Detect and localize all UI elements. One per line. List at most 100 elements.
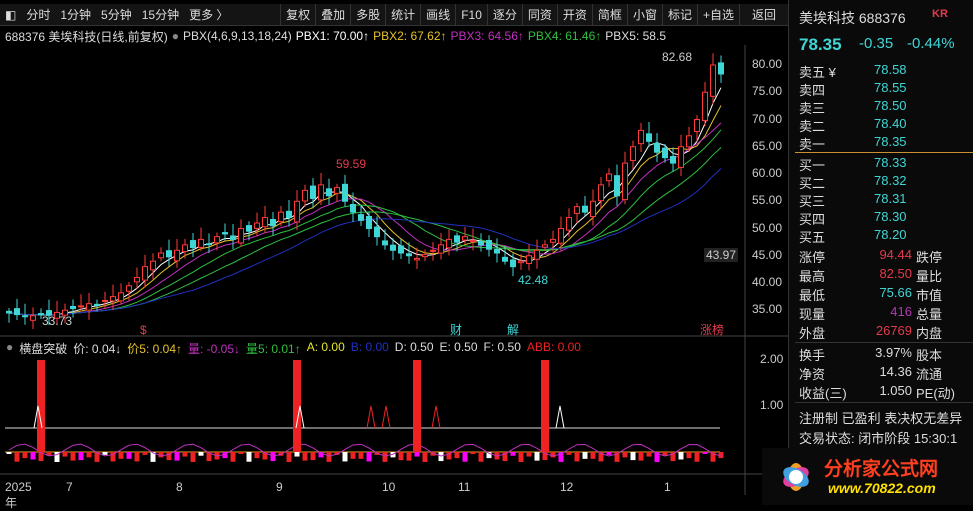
toolbar: ◧ 分时 1分钟 5分钟 15分钟 更多 〉 复权 叠加 多股 统计 画线 F1… (0, 3, 788, 26)
ind-spike (413, 360, 421, 452)
ind-bar (310, 452, 316, 461)
ind-bar (238, 452, 244, 455)
ind-y-tick: 2.00 (760, 352, 784, 366)
pbx4-value: PBX4: 61.46↑ (527, 29, 602, 43)
stat-row: 最高 82.50 量比 (799, 266, 973, 284)
stat-label-2: 跌停 (916, 250, 943, 265)
stat-row: 涨停 94.44 跌停 (799, 247, 973, 265)
ind-bar (518, 452, 524, 462)
period-more[interactable]: 更多 〉 (189, 8, 229, 22)
candle (206, 233, 212, 254)
ind-bar (478, 452, 484, 462)
event-marker[interactable]: $ (140, 323, 147, 337)
btn-fuquan[interactable]: 复权 (280, 3, 315, 26)
candle (694, 115, 700, 142)
ind-bar (110, 452, 116, 462)
event-marker[interactable]: 财 (450, 323, 462, 337)
candle (190, 233, 196, 258)
candle (342, 174, 348, 207)
btn-biaoji[interactable]: 标记 (661, 3, 697, 26)
ind-bar (686, 452, 692, 459)
candle (438, 232, 444, 260)
ind-bar (14, 452, 20, 462)
bid-price: 78.31 (874, 191, 907, 206)
candle (702, 81, 708, 127)
period-fenshi[interactable]: 分时 (26, 8, 51, 22)
btn-tongji[interactable]: 统计 (385, 3, 420, 26)
indicator-name[interactable]: PBX(4,6,9,13,18,24) (182, 29, 292, 43)
candle (502, 245, 508, 265)
candle (710, 53, 716, 105)
trade-status: 交易状态: 闭市阶段 15:30:1 (799, 431, 958, 446)
ind-b: B: 0.00 (350, 340, 389, 354)
indicator-toggle-icon[interactable]: ● (171, 29, 179, 43)
kline-chart[interactable]: 59.59 42.48 82.68 33.73 $ 财 解 涨榜 (0, 45, 788, 495)
indicator-title[interactable]: 横盘突破 (19, 342, 68, 356)
ind-bar (78, 452, 84, 461)
stat-value: 1.050 (879, 383, 912, 398)
stat-label: 净资 (799, 367, 826, 382)
candle (510, 253, 516, 277)
bid-price: 78.30 (874, 209, 907, 224)
ind-bar (350, 452, 356, 459)
y-tick: 70.00 (752, 111, 783, 126)
candle (406, 242, 412, 264)
btn-f10[interactable]: F10 (455, 3, 487, 26)
candle (670, 147, 676, 172)
btn-back[interactable]: 返回 (738, 3, 788, 26)
candle (662, 144, 668, 163)
annotation-low1: 42.48 (518, 273, 548, 287)
ind-bar (462, 452, 468, 462)
ind-bar (502, 452, 508, 462)
stat-row: 收益(三) 1.050 PE(动) (799, 383, 973, 401)
candle (558, 216, 564, 251)
ind-signal (431, 405, 441, 429)
event-marker[interactable]: 涨榜 (700, 322, 724, 337)
ask-label: 卖五 ¥ (799, 65, 836, 80)
ind-bar (630, 452, 636, 461)
ind-bar (166, 452, 172, 461)
btn-xiaochuang[interactable]: 小窗 (626, 3, 662, 26)
ind-e: E: 0.50 (439, 340, 478, 354)
ind-spike (293, 360, 301, 452)
period-5min[interactable]: 5分钟 (101, 8, 132, 22)
ind-bar (62, 452, 68, 457)
ind-bar (94, 452, 100, 462)
candle (54, 300, 60, 325)
btn-kaizi[interactable]: 开资 (556, 3, 592, 26)
candle (198, 227, 204, 251)
ind-bar (542, 452, 548, 461)
bid-price: 78.33 (874, 155, 907, 170)
ind-bar (534, 452, 540, 461)
ind-bar (86, 452, 92, 458)
panel-toggle-icon[interactable]: ◧ (5, 7, 17, 22)
candle (318, 173, 324, 205)
btn-duogu[interactable]: 多股 (350, 3, 385, 26)
candle (70, 299, 76, 318)
y-tick: 65.00 (752, 138, 783, 153)
btn-zhufen[interactable]: 逐分 (486, 3, 522, 26)
candle (22, 303, 28, 325)
indicator-toggle-icon[interactable]: ● (6, 340, 14, 354)
ind-line (8, 443, 722, 457)
candle (454, 232, 460, 252)
btn-jiankuang[interactable]: 简框 (591, 3, 627, 26)
stat-value: 416 (890, 304, 912, 319)
period-15min[interactable]: 15分钟 (141, 8, 180, 22)
ind-bar (486, 452, 492, 459)
btn-tongzi[interactable]: 同资 (521, 3, 557, 26)
x-tick: 9 (276, 480, 283, 494)
btn-add-watchlist[interactable]: +自选 (696, 3, 739, 26)
btn-huaxian[interactable]: 画线 (420, 3, 455, 26)
ma-line-13 (8, 129, 722, 316)
candle (630, 140, 636, 170)
ind-bar (118, 452, 124, 459)
candle (614, 164, 620, 206)
candle (62, 303, 68, 324)
candle (606, 168, 612, 187)
period-1min[interactable]: 1分钟 (60, 8, 92, 22)
btn-diejia[interactable]: 叠加 (315, 3, 350, 26)
event-marker[interactable]: 解 (507, 323, 519, 337)
ind-bar (182, 452, 188, 457)
candle (214, 232, 220, 251)
